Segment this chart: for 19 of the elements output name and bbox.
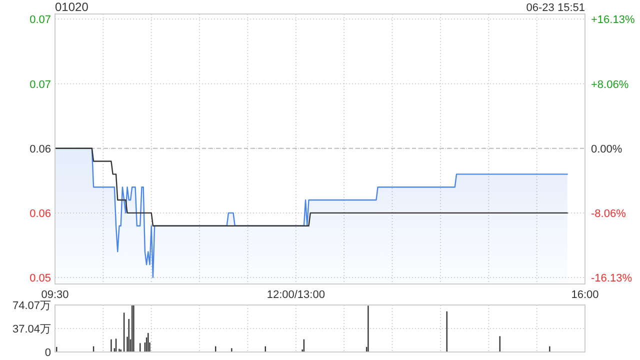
y-tick-label: 0.06 [30,143,51,156]
y-tick-label: 0 [44,347,51,359]
y2-tick-label: -8.06% [591,208,626,220]
annotation: 06-23 15:51 [526,2,585,14]
y2-tick-label: +16.13% [591,14,635,26]
x-tick-label: 09:30 [41,289,69,301]
y-tick-label: 0.05 [30,272,51,285]
y2-tick-label: +8.06% [591,78,629,91]
chart-title: 01020 [55,0,89,14]
line-series [54,148,568,226]
y-tick-label: 0.07 [30,14,51,26]
y-tick-label: 0.06 [30,208,51,220]
y-tick-label: 74.07万 [12,300,51,312]
x-tick-label: 12:00/13:00 [266,289,325,301]
y-tick-label: 0.07 [30,78,51,91]
x-tick-label: 16:00 [571,289,599,301]
y-tick-label: 37.04万 [12,323,51,336]
y2-tick-label: 0.00% [591,143,622,156]
y2-tick-label: -16.13% [591,272,632,285]
